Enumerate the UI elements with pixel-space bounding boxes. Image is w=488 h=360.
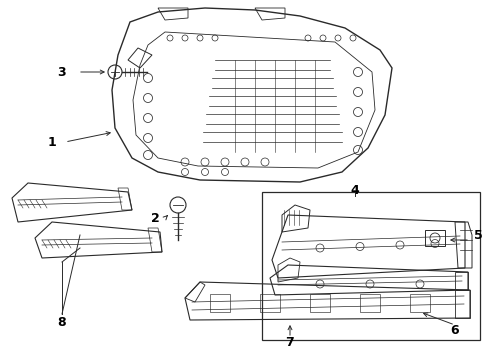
Text: 3: 3 bbox=[58, 66, 66, 78]
Text: 6: 6 bbox=[450, 324, 458, 337]
Text: 8: 8 bbox=[58, 315, 66, 328]
Text: 7: 7 bbox=[285, 336, 294, 348]
Bar bbox=[262, 192, 479, 340]
Text: 1: 1 bbox=[47, 135, 56, 149]
Text: 4: 4 bbox=[350, 184, 359, 197]
Text: 5: 5 bbox=[473, 229, 481, 242]
Text: 2: 2 bbox=[150, 212, 159, 225]
